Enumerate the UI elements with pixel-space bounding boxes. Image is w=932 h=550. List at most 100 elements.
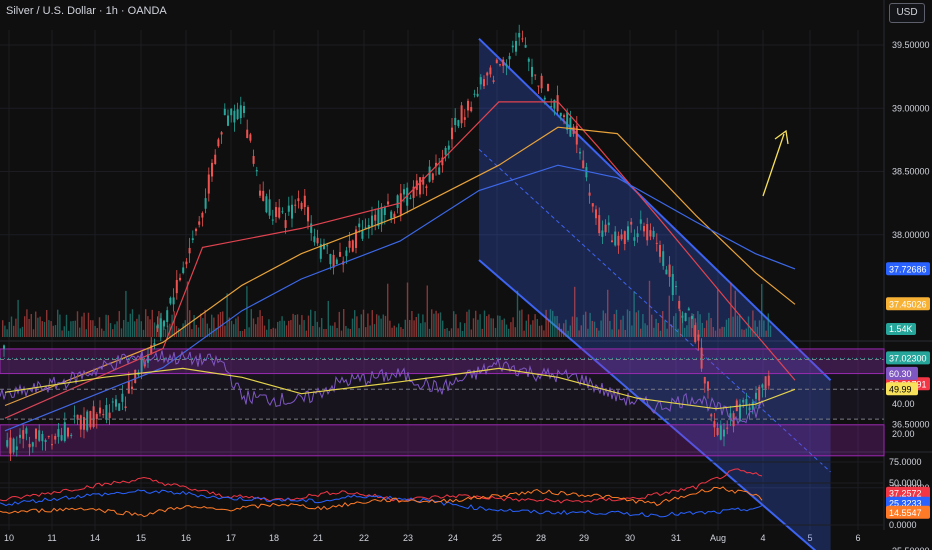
- candle-body: [175, 279, 178, 294]
- candle-body: [479, 77, 482, 85]
- volume-bar: [334, 322, 336, 337]
- volume-bar: [142, 329, 145, 337]
- volume-bar: [459, 322, 461, 337]
- volume-bar: [538, 325, 541, 337]
- candle-body: [307, 207, 309, 222]
- candle-body: [451, 127, 453, 140]
- x-tick-label: 23: [403, 533, 413, 543]
- volume-bar: [618, 329, 620, 337]
- candle-body: [143, 362, 146, 367]
- candle-body: [156, 324, 159, 329]
- candle-body: [262, 190, 265, 201]
- candle-body: [652, 230, 655, 237]
- volume-bar: [637, 310, 640, 337]
- volume-bar: [406, 282, 409, 337]
- candle-body: [332, 254, 335, 268]
- candle-body: [441, 157, 444, 166]
- candle-body: [319, 244, 322, 259]
- x-tick-label: 30: [625, 533, 635, 543]
- x-tick-label: Aug: [710, 533, 726, 543]
- volume-bar: [241, 330, 244, 337]
- candle-body: [227, 115, 229, 126]
- volume-bar: [494, 327, 497, 337]
- candle-body: [390, 211, 393, 219]
- candle-body: [150, 345, 153, 354]
- volume-bar: [343, 309, 345, 337]
- volume-bar: [52, 325, 54, 337]
- candle-body: [127, 381, 130, 394]
- candle-body: [166, 310, 169, 322]
- volume-bar: [719, 328, 721, 337]
- candle-body: [121, 393, 124, 402]
- candle-body: [6, 440, 9, 447]
- volume-bar: [263, 325, 266, 337]
- volume-bar: [226, 293, 228, 337]
- volume-bar: [723, 326, 725, 337]
- volume-bar: [446, 328, 448, 337]
- candle-body: [575, 125, 578, 145]
- candle-body: [246, 129, 249, 139]
- volume-bar: [653, 327, 655, 337]
- volume-bar: [466, 311, 468, 337]
- candle-body: [646, 224, 649, 241]
- price-label: 37.45026: [889, 299, 927, 309]
- volume-bar: [483, 310, 486, 337]
- volume-bar: [151, 309, 153, 337]
- volume-bar: [178, 328, 180, 337]
- volume-bar: [118, 311, 120, 337]
- candle-body: [604, 224, 607, 233]
- candle-body: [281, 211, 284, 213]
- volume-bar: [501, 319, 503, 337]
- volume-bar: [208, 328, 211, 337]
- candle-body: [435, 162, 437, 167]
- volume-bar: [598, 330, 600, 337]
- volume-bar: [48, 320, 50, 337]
- rsi-label: 60.30: [889, 369, 912, 379]
- volume-label-box: [886, 323, 916, 335]
- candle-body: [102, 414, 105, 416]
- candle-body: [601, 230, 604, 237]
- candle-body: [505, 64, 508, 66]
- moving-average-line-1: [4, 101, 796, 419]
- volume-bar: [13, 325, 15, 337]
- price-tick-label: 38.00000: [892, 230, 930, 240]
- candle-body: [214, 154, 217, 164]
- volume-bar: [732, 316, 734, 337]
- volume-bar: [206, 323, 208, 337]
- candle-body: [710, 414, 713, 417]
- volume-bar: [35, 311, 37, 337]
- volume-bar: [156, 325, 158, 337]
- projection-arrow-line: [762, 133, 785, 197]
- volume-bar: [565, 319, 567, 337]
- volume-bar: [37, 317, 39, 337]
- candle-body: [387, 201, 389, 205]
- candle-body: [623, 231, 626, 244]
- candle-body: [268, 199, 271, 216]
- volume-bar: [213, 317, 215, 337]
- currency-button[interactable]: USD: [889, 3, 925, 23]
- x-tick-label: 21: [313, 533, 323, 543]
- candle-body: [419, 177, 421, 195]
- candle-body: [105, 405, 108, 419]
- volume-bar: [15, 318, 17, 337]
- candle-body: [499, 64, 501, 66]
- volume-bar: [640, 328, 642, 337]
- price-label: 37.72686: [889, 264, 927, 274]
- candle-body: [729, 413, 732, 419]
- volume-bar: [472, 318, 475, 337]
- adx-label-box: [886, 505, 930, 519]
- volume-bar: [101, 328, 103, 337]
- volume-bar: [371, 310, 373, 337]
- volume-bar: [745, 328, 747, 337]
- candle-body: [35, 428, 37, 439]
- price-tick-label: 36.50000: [892, 420, 930, 430]
- candle-body: [630, 221, 633, 225]
- volume-bar: [279, 320, 281, 337]
- candle-body: [684, 313, 687, 322]
- volume-bar: [703, 328, 706, 337]
- candle-body: [406, 187, 409, 206]
- volume-bar: [136, 318, 138, 337]
- volume-bar: [747, 316, 750, 337]
- volume-bar: [519, 310, 521, 337]
